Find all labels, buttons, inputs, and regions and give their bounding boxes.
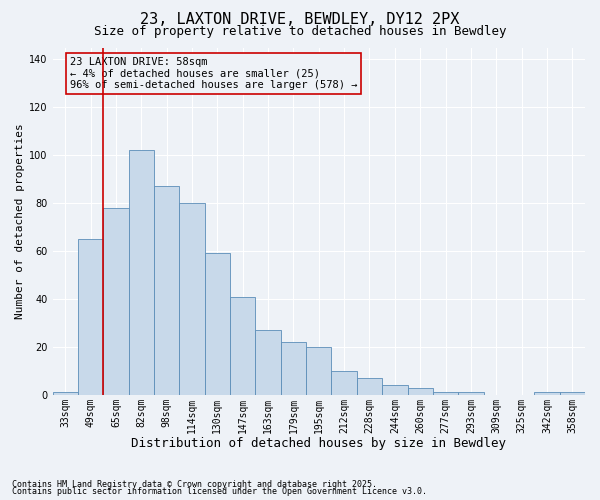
Text: 23 LAXTON DRIVE: 58sqm
← 4% of detached houses are smaller (25)
96% of semi-deta: 23 LAXTON DRIVE: 58sqm ← 4% of detached … — [70, 57, 357, 90]
Bar — [128, 150, 154, 395]
Bar — [154, 186, 179, 395]
Bar — [306, 347, 331, 395]
Bar — [205, 254, 230, 395]
Bar — [230, 296, 256, 395]
Bar — [281, 342, 306, 395]
Bar — [560, 392, 585, 395]
Bar — [407, 388, 433, 395]
Text: 23, LAXTON DRIVE, BEWDLEY, DY12 2PX: 23, LAXTON DRIVE, BEWDLEY, DY12 2PX — [140, 12, 460, 28]
Text: Contains HM Land Registry data © Crown copyright and database right 2025.: Contains HM Land Registry data © Crown c… — [12, 480, 377, 489]
Bar — [433, 392, 458, 395]
Bar — [103, 208, 128, 395]
X-axis label: Distribution of detached houses by size in Bewdley: Distribution of detached houses by size … — [131, 437, 506, 450]
Bar — [534, 392, 560, 395]
Text: Contains public sector information licensed under the Open Government Licence v3: Contains public sector information licen… — [12, 488, 427, 496]
Bar — [357, 378, 382, 395]
Text: Size of property relative to detached houses in Bewdley: Size of property relative to detached ho… — [94, 25, 506, 38]
Bar — [382, 385, 407, 395]
Bar — [331, 371, 357, 395]
Bar — [256, 330, 281, 395]
Bar — [53, 392, 78, 395]
Bar — [458, 392, 484, 395]
Bar — [78, 239, 103, 395]
Y-axis label: Number of detached properties: Number of detached properties — [15, 124, 25, 319]
Bar — [179, 203, 205, 395]
